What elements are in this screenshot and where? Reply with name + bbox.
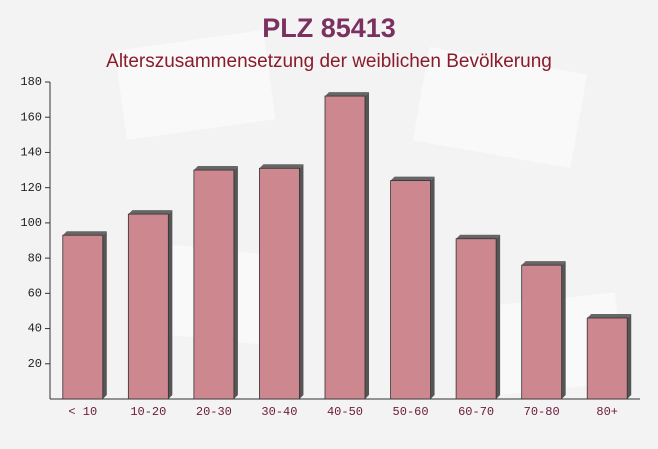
bar xyxy=(521,264,563,400)
y-tick-label: 100 xyxy=(20,216,42,230)
y-tick-label: 140 xyxy=(20,146,42,160)
bar-top xyxy=(193,166,238,171)
bar xyxy=(455,238,497,400)
bar-top xyxy=(62,231,107,236)
bar xyxy=(62,234,104,400)
bar-side xyxy=(430,176,435,399)
x-tick-label: < 10 xyxy=(68,405,97,419)
bar-side xyxy=(299,164,304,399)
y-tick-label: 60 xyxy=(28,287,42,301)
chart-subtitle: Alterszusammensetzung der weiblichen Bev… xyxy=(106,51,552,72)
y-tick-label: 180 xyxy=(20,75,42,89)
x-tick-label: 70-80 xyxy=(524,405,560,419)
chart-title: PLZ 85413 xyxy=(262,13,396,43)
bar-top xyxy=(390,176,435,181)
bar xyxy=(324,95,366,400)
bar-top xyxy=(325,92,369,97)
x-tick-label: 50-60 xyxy=(393,405,429,419)
bar-top xyxy=(521,261,566,266)
bar xyxy=(586,317,628,400)
bar-side xyxy=(102,231,107,399)
x-tick-label: 60-70 xyxy=(458,405,494,419)
bar-side xyxy=(233,166,238,399)
x-tick-label: 10-20 xyxy=(130,405,166,419)
y-tick-label: 160 xyxy=(20,110,42,124)
bar-top xyxy=(587,313,632,318)
bar xyxy=(193,169,235,400)
bar-side xyxy=(561,261,566,399)
bar-top xyxy=(128,210,173,215)
bar xyxy=(127,213,169,400)
bar-top xyxy=(456,234,501,239)
bar-side xyxy=(168,210,173,399)
bar-side xyxy=(365,92,369,399)
x-tick-label: 30-40 xyxy=(261,405,297,419)
x-tick-label: 80+ xyxy=(596,405,618,419)
bar xyxy=(390,180,431,400)
x-tick-label: 20-30 xyxy=(196,405,232,419)
bar xyxy=(259,167,300,400)
bar-side xyxy=(627,313,632,399)
y-tick-label: 20 xyxy=(28,357,42,371)
y-tick-label: 120 xyxy=(20,181,42,195)
x-tick-label: 40-50 xyxy=(327,405,363,419)
bar-top xyxy=(259,164,304,169)
bar-side xyxy=(496,234,501,399)
y-tick-label: 80 xyxy=(28,251,42,265)
y-tick-label: 40 xyxy=(28,322,42,336)
